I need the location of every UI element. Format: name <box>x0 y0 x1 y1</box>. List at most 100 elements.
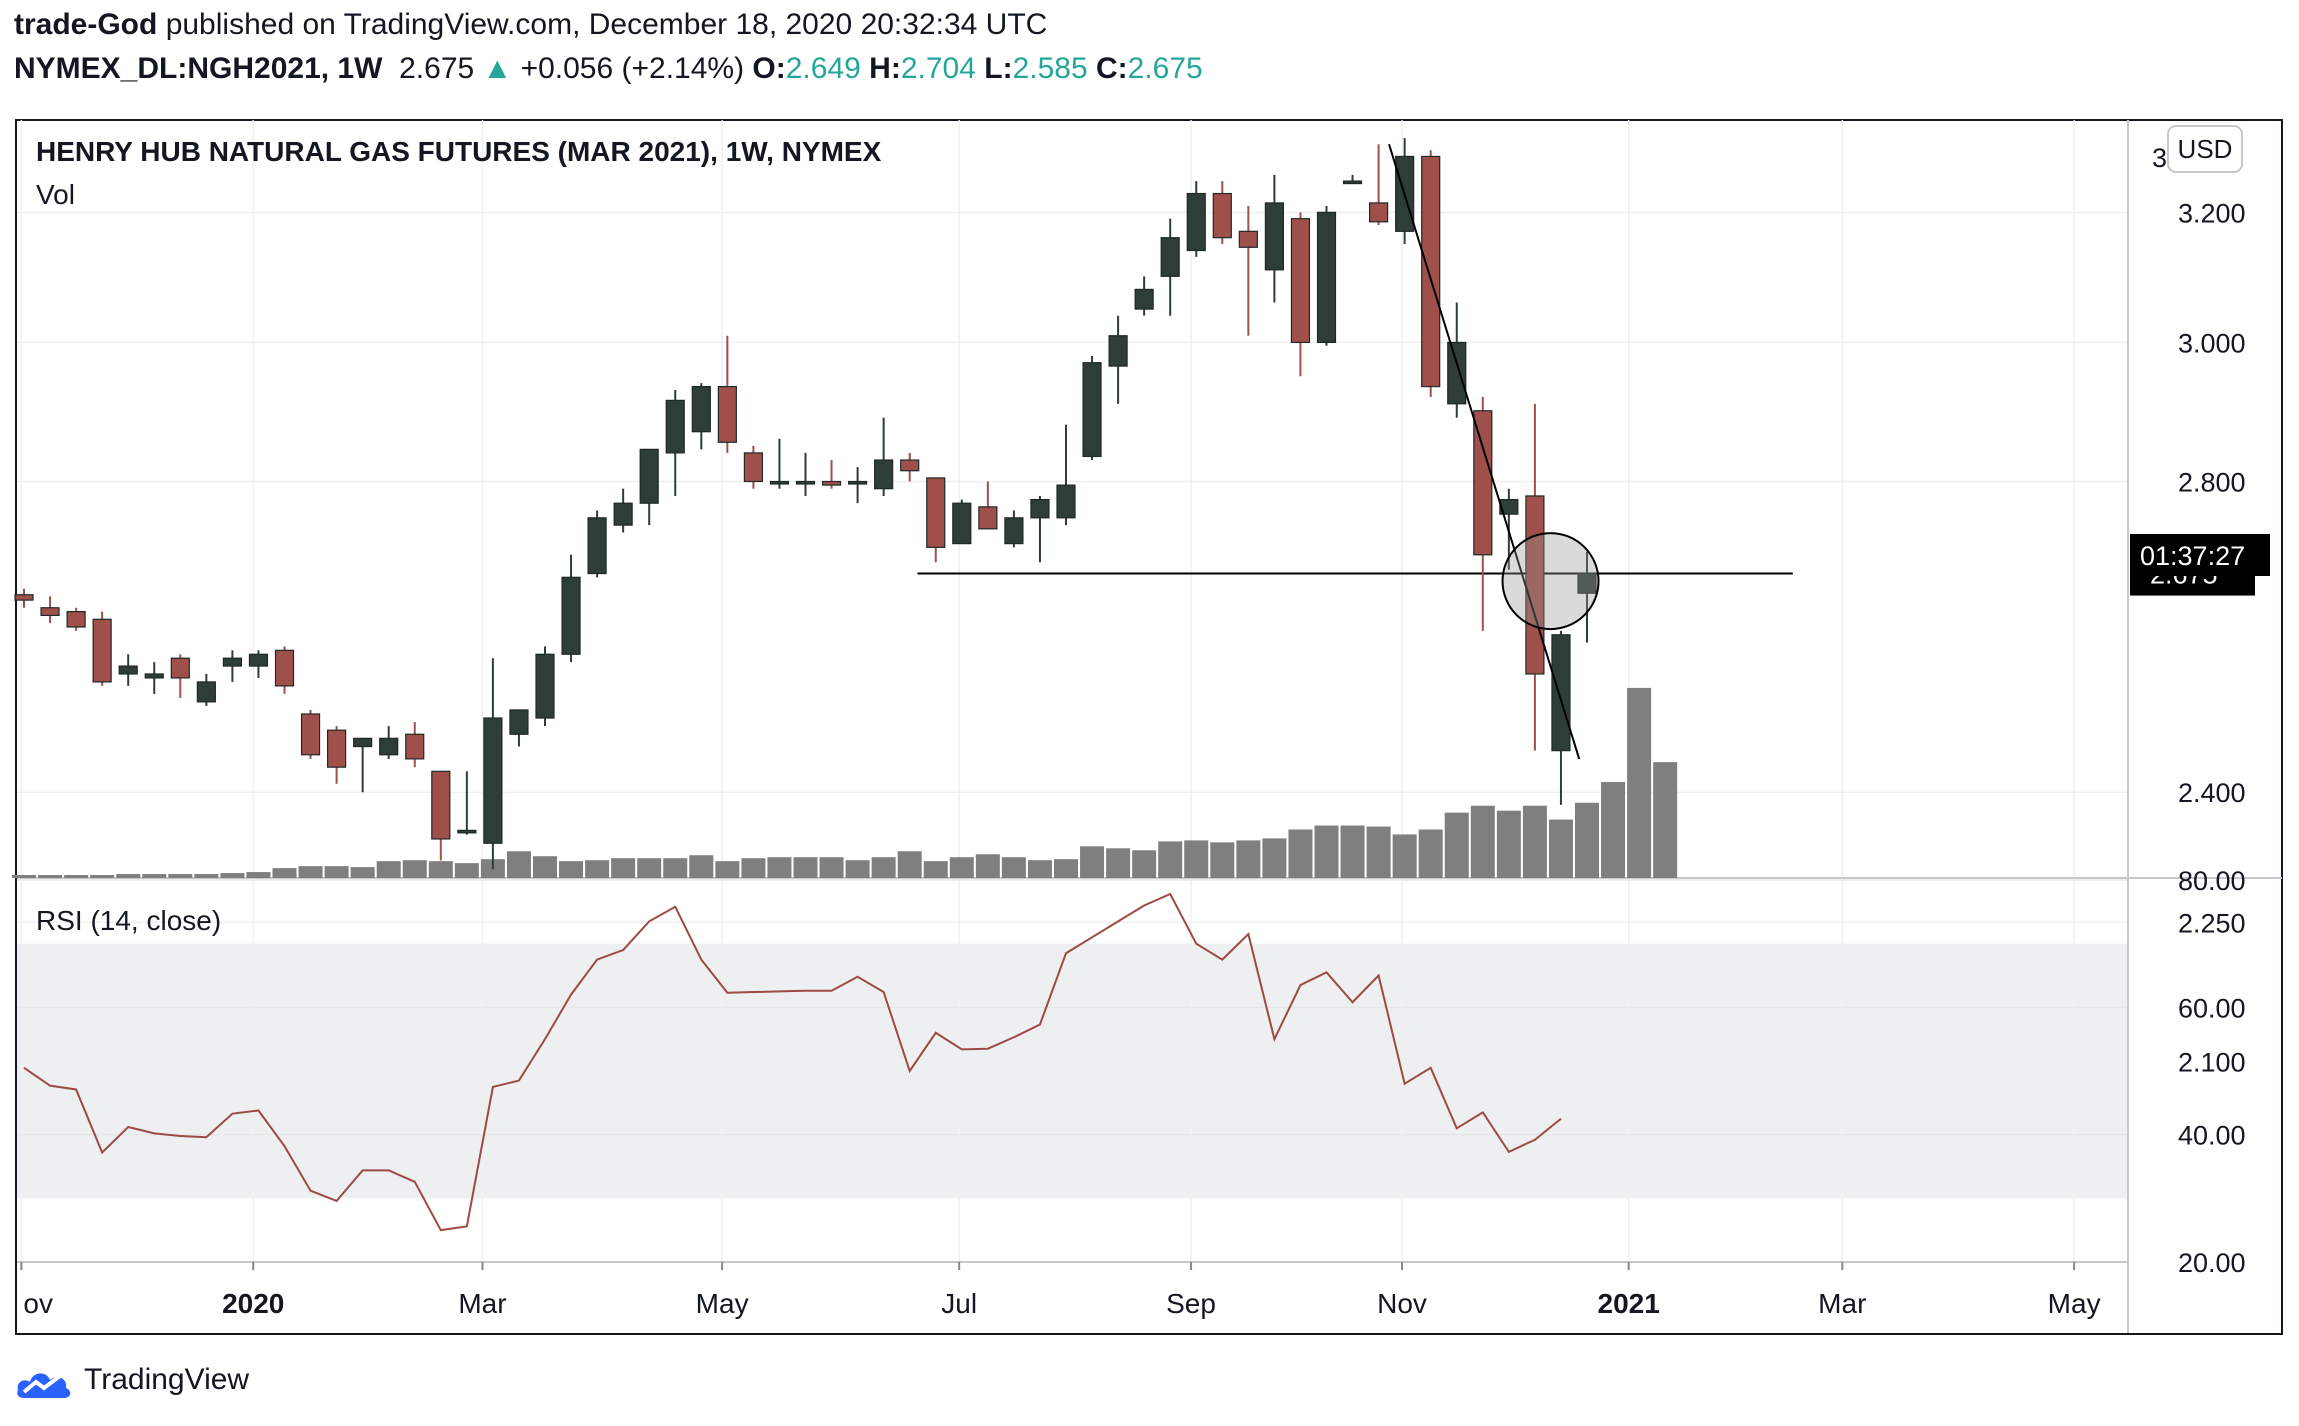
volume-bar <box>1001 857 1026 878</box>
volume-bar <box>559 861 584 878</box>
volume-bar <box>402 860 427 878</box>
publish-text: published on TradingView.com, December 1… <box>165 8 1048 41</box>
candle-body <box>222 657 242 667</box>
volume-bar <box>1262 838 1287 878</box>
volume-bar <box>1054 859 1078 878</box>
candle-body <box>274 649 295 687</box>
volume-bar <box>611 858 636 878</box>
volume-bar <box>845 860 870 878</box>
symbol-name[interactable]: NYMEX_DL:NGH2021, 1W <box>14 52 383 85</box>
candle-body <box>1238 230 1258 248</box>
candle-body <box>327 729 347 768</box>
candle-body <box>639 448 659 504</box>
time-tick-label: 2020 <box>222 1288 284 1319</box>
time-tick-label: Nov <box>1377 1288 1427 1319</box>
highlight-circle <box>1501 532 1600 631</box>
candle-body <box>1473 410 1493 556</box>
volume-bar <box>116 874 141 878</box>
time-tick-label: 2021 <box>1598 1288 1660 1319</box>
candle-body <box>40 607 60 617</box>
tradingview-logo-icon[interactable] <box>14 1360 76 1400</box>
volume-bar <box>1470 805 1495 878</box>
volume-bar <box>246 872 271 878</box>
candle-body <box>248 653 269 667</box>
candle-body <box>1004 517 1024 545</box>
volume-bar <box>1444 812 1469 878</box>
candle-body <box>483 717 503 844</box>
candle-body <box>874 459 894 490</box>
candle-body <box>952 502 972 545</box>
chart-title: HENRY HUB NATURAL GAS FUTURES (MAR 2021)… <box>36 136 882 167</box>
volume-bar <box>533 856 557 878</box>
volume-bar <box>324 866 349 878</box>
candle-body <box>1186 192 1206 252</box>
candle-body <box>847 480 868 485</box>
volume-bar <box>871 857 896 878</box>
volume-bar <box>1601 781 1626 878</box>
up-arrow-icon: ▲ <box>482 52 513 85</box>
price-tick-label: 2.800 <box>2178 467 2246 497</box>
volume-bar <box>1106 848 1131 878</box>
candle-body <box>613 502 633 526</box>
candle-body <box>1421 155 1441 388</box>
price-tick-label: 2.250 <box>2178 908 2246 938</box>
volume-bar <box>741 858 766 878</box>
high-value: 2.704 <box>900 52 976 85</box>
volume-bar <box>1314 825 1339 878</box>
candle-body <box>1551 634 1571 752</box>
rsi-tick-label: 80.00 <box>2178 866 2246 896</box>
volume-bar <box>637 858 662 878</box>
rsi-tick-label: 20.00 <box>2178 1248 2246 1278</box>
candle-body <box>821 480 842 486</box>
volume-bar <box>793 857 818 878</box>
candle-body <box>509 709 529 735</box>
candle-body <box>978 506 998 530</box>
volume-bar <box>715 861 740 878</box>
volume-bar <box>1653 762 1678 878</box>
time-tick-label: Mar <box>1818 1288 1866 1319</box>
candle-body <box>743 452 764 483</box>
volume-bar <box>663 858 688 878</box>
volume-bar <box>38 875 63 878</box>
volume-bar <box>1366 826 1391 878</box>
rsi-line <box>23 892 1562 1232</box>
volume-bar <box>767 857 792 878</box>
candle-body <box>926 477 946 548</box>
currency-button-label: USD <box>2178 134 2233 164</box>
low-label: L: <box>984 52 1013 85</box>
volume-bar <box>1548 819 1573 878</box>
candle-body <box>1108 335 1128 367</box>
currency-button[interactable] <box>2167 125 2243 173</box>
candle-body <box>144 673 164 679</box>
volume-bar <box>220 873 245 878</box>
volume-bar <box>1575 802 1599 878</box>
candle-body <box>795 480 816 485</box>
last-price: 2.675 <box>399 52 475 85</box>
time-tick-label: Jul <box>941 1288 977 1319</box>
candle-body <box>1577 572 1597 594</box>
volume-bar <box>1496 810 1521 878</box>
candle-body <box>665 399 685 454</box>
volume-bar <box>12 875 36 878</box>
open-value: 2.649 <box>785 52 861 85</box>
rsi-band <box>17 943 2128 1199</box>
close-label: C: <box>1096 52 1128 85</box>
high-label: H: <box>869 52 901 85</box>
chart-frame <box>15 119 2283 1335</box>
candle-body <box>1290 218 1311 344</box>
volume-bar <box>1522 805 1547 878</box>
rsi-tick-label: 60.00 <box>2178 993 2246 1023</box>
candle-body <box>1499 498 1519 515</box>
candle-body <box>1316 211 1337 344</box>
footer: TradingView <box>14 1360 249 1400</box>
volume-bar <box>1236 840 1261 878</box>
volume-bar <box>1210 842 1235 878</box>
volume-bar <box>1158 841 1183 878</box>
candle-body <box>1082 362 1102 458</box>
tradingview-brand[interactable]: TradingView <box>84 1363 250 1396</box>
author-name[interactable]: trade-God <box>14 8 158 41</box>
volume-bar <box>1288 829 1313 878</box>
candle-body <box>431 770 451 840</box>
candle-body <box>691 385 711 433</box>
